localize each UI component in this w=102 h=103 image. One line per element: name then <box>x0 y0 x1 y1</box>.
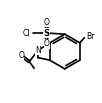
Text: O: O <box>44 18 50 27</box>
Text: Cl: Cl <box>23 29 30 38</box>
Text: O: O <box>44 39 50 48</box>
Text: N: N <box>35 46 41 55</box>
Text: Br: Br <box>86 32 94 41</box>
Text: S: S <box>43 29 49 38</box>
Text: O: O <box>18 51 24 60</box>
